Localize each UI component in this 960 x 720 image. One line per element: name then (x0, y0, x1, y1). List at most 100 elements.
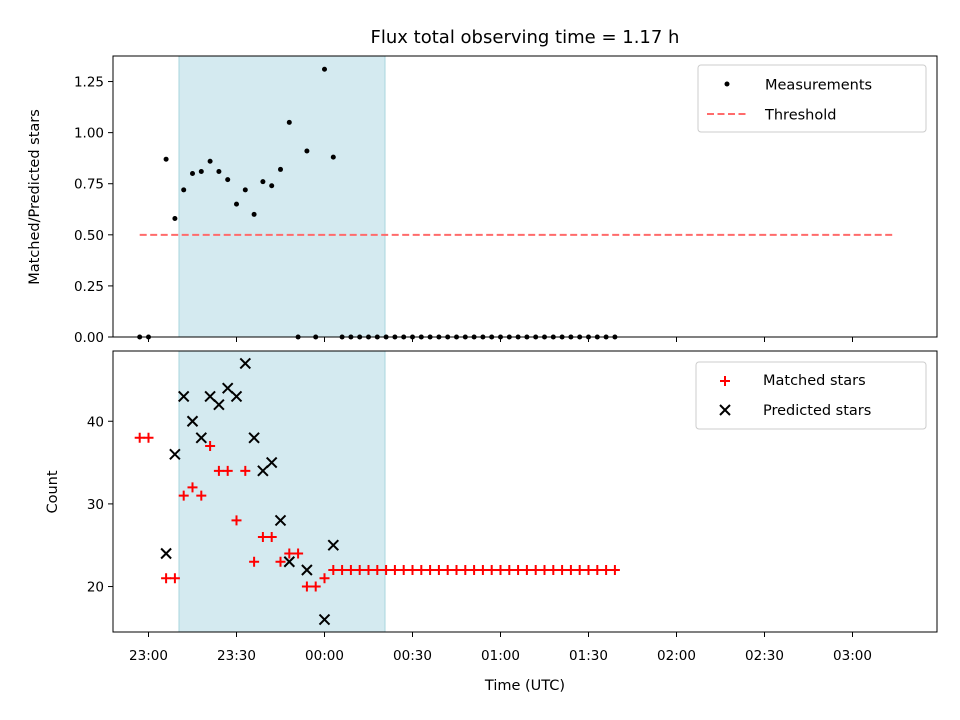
x-tick-label: 02:30 (745, 648, 784, 664)
predicted-star-point (160, 547, 172, 560)
top-y-tick-label: 1.25 (74, 75, 104, 91)
measurement-point (286, 119, 292, 125)
matched-star-point (495, 565, 506, 576)
predicted-star-point (169, 448, 181, 461)
matched-star-point (548, 565, 559, 576)
matched-star-point (442, 565, 453, 576)
matched-star-point (583, 565, 594, 576)
matched-star-point (284, 548, 295, 559)
x-tick-label: 00:30 (393, 648, 432, 664)
legend-matched-plus (720, 376, 730, 386)
measurement-point (304, 148, 310, 154)
predicted-star-point (186, 415, 199, 427)
measurement-point (198, 168, 204, 174)
predicted-star-point (195, 432, 208, 444)
matched-star-point (161, 573, 172, 584)
matched-star-point (134, 432, 145, 443)
matched-star-point (363, 565, 374, 576)
matched-star-point (249, 556, 260, 567)
measurement-point (163, 156, 169, 162)
top-panel: 0.00 0.25 0.50 0.75 1.00 1.25 Matched/Predict… (27, 55, 938, 346)
predicted-star-point (257, 465, 269, 477)
measurement-point (278, 166, 283, 172)
matched-star-point (319, 573, 330, 584)
predicted-star-point (221, 382, 234, 394)
predicted-star-point (283, 556, 296, 568)
matched-star-point (398, 565, 409, 576)
top-shade-band (178, 55, 386, 338)
x-tick-label: 23:00 (129, 648, 168, 664)
bottom-panel: 20 30 40 23:00 23:30 00:00 00:30 01:00 01:30 02:0… (45, 350, 938, 694)
measurement-point (181, 187, 187, 193)
matched-star-point (169, 573, 180, 584)
matched-star-point (213, 465, 224, 476)
matched-star-point (205, 441, 216, 452)
matched-star-point (222, 465, 233, 476)
matched-star-point (354, 565, 365, 576)
matched-star-point (178, 490, 189, 501)
matched-star-point (521, 565, 532, 576)
x-tick-label: 00:00 (305, 648, 344, 664)
top-y-tick-label: 0.25 (74, 279, 104, 295)
chart-title: Flux total observing time = 1.17 h (371, 27, 680, 48)
matched-star-point (196, 490, 207, 501)
measurement-point (190, 171, 195, 177)
legend-matched-label: Matched stars (763, 373, 866, 389)
top-y-tick-label: 1.00 (74, 126, 104, 142)
matched-star-point (328, 565, 339, 576)
matched-star-point (407, 565, 418, 576)
matched-star-point (381, 565, 392, 576)
x-tick-label: 02:00 (657, 648, 696, 664)
measurement-point (216, 168, 222, 174)
matched-star-point (425, 565, 436, 576)
measurement-point (269, 183, 275, 189)
top-y-axis-label: Matched/Predicted stars (27, 109, 43, 285)
measurement-point (330, 154, 336, 160)
predicted-star-point (239, 357, 252, 370)
matched-star-point (231, 515, 242, 526)
matched-star-point (301, 581, 312, 592)
predicted-stars-series (160, 357, 340, 626)
matched-star-point (337, 565, 348, 576)
predicted-star-point (213, 399, 225, 411)
predicted-star-point (327, 539, 340, 551)
legend-threshold-label: Threshold (764, 108, 836, 124)
matched-star-point (513, 565, 524, 576)
legend-measurements-label: Measurements (765, 78, 872, 94)
bottom-legend: Matched stars Predicted stars (695, 361, 927, 430)
bottom-y-axis-label: Count (45, 470, 61, 513)
matched-star-point (477, 565, 488, 576)
matched-star-point (372, 565, 383, 576)
measurement-point (234, 201, 239, 207)
matched-star-point (310, 581, 321, 592)
matched-star-point (539, 565, 550, 576)
matched-star-point (257, 531, 268, 542)
matched-star-point (565, 565, 576, 576)
x-tick-label: 03:00 (833, 648, 872, 664)
measurement-point (225, 177, 231, 183)
predicted-star-point (248, 432, 260, 444)
legend-predicted-label: Predicted stars (763, 403, 871, 419)
predicted-star-point (274, 514, 287, 527)
legend-measurements-marker (724, 81, 730, 87)
matched-stars-series (134, 432, 620, 592)
matched-star-point (345, 565, 356, 576)
matched-star-point (143, 432, 154, 443)
matched-star-point (574, 565, 585, 576)
top-axes-frame (112, 55, 938, 338)
matched-star-point (592, 565, 603, 576)
top-y-tick-label: 0.00 (74, 330, 104, 346)
measurement-point (260, 179, 266, 185)
matched-star-point (293, 548, 304, 559)
bottom-y-tick-label: 30 (87, 497, 104, 513)
bottom-y-tick-label: 20 (87, 580, 104, 596)
matched-star-point (187, 482, 198, 493)
legend-predicted-cross (719, 404, 731, 416)
predicted-star-point (177, 390, 190, 403)
x-axis-label: Time (UTC) (484, 678, 565, 694)
matched-star-point (504, 565, 515, 576)
matched-star-point (609, 565, 620, 576)
top-y-tick-label: 0.50 (74, 228, 104, 244)
legend-matched-marker (720, 376, 730, 386)
